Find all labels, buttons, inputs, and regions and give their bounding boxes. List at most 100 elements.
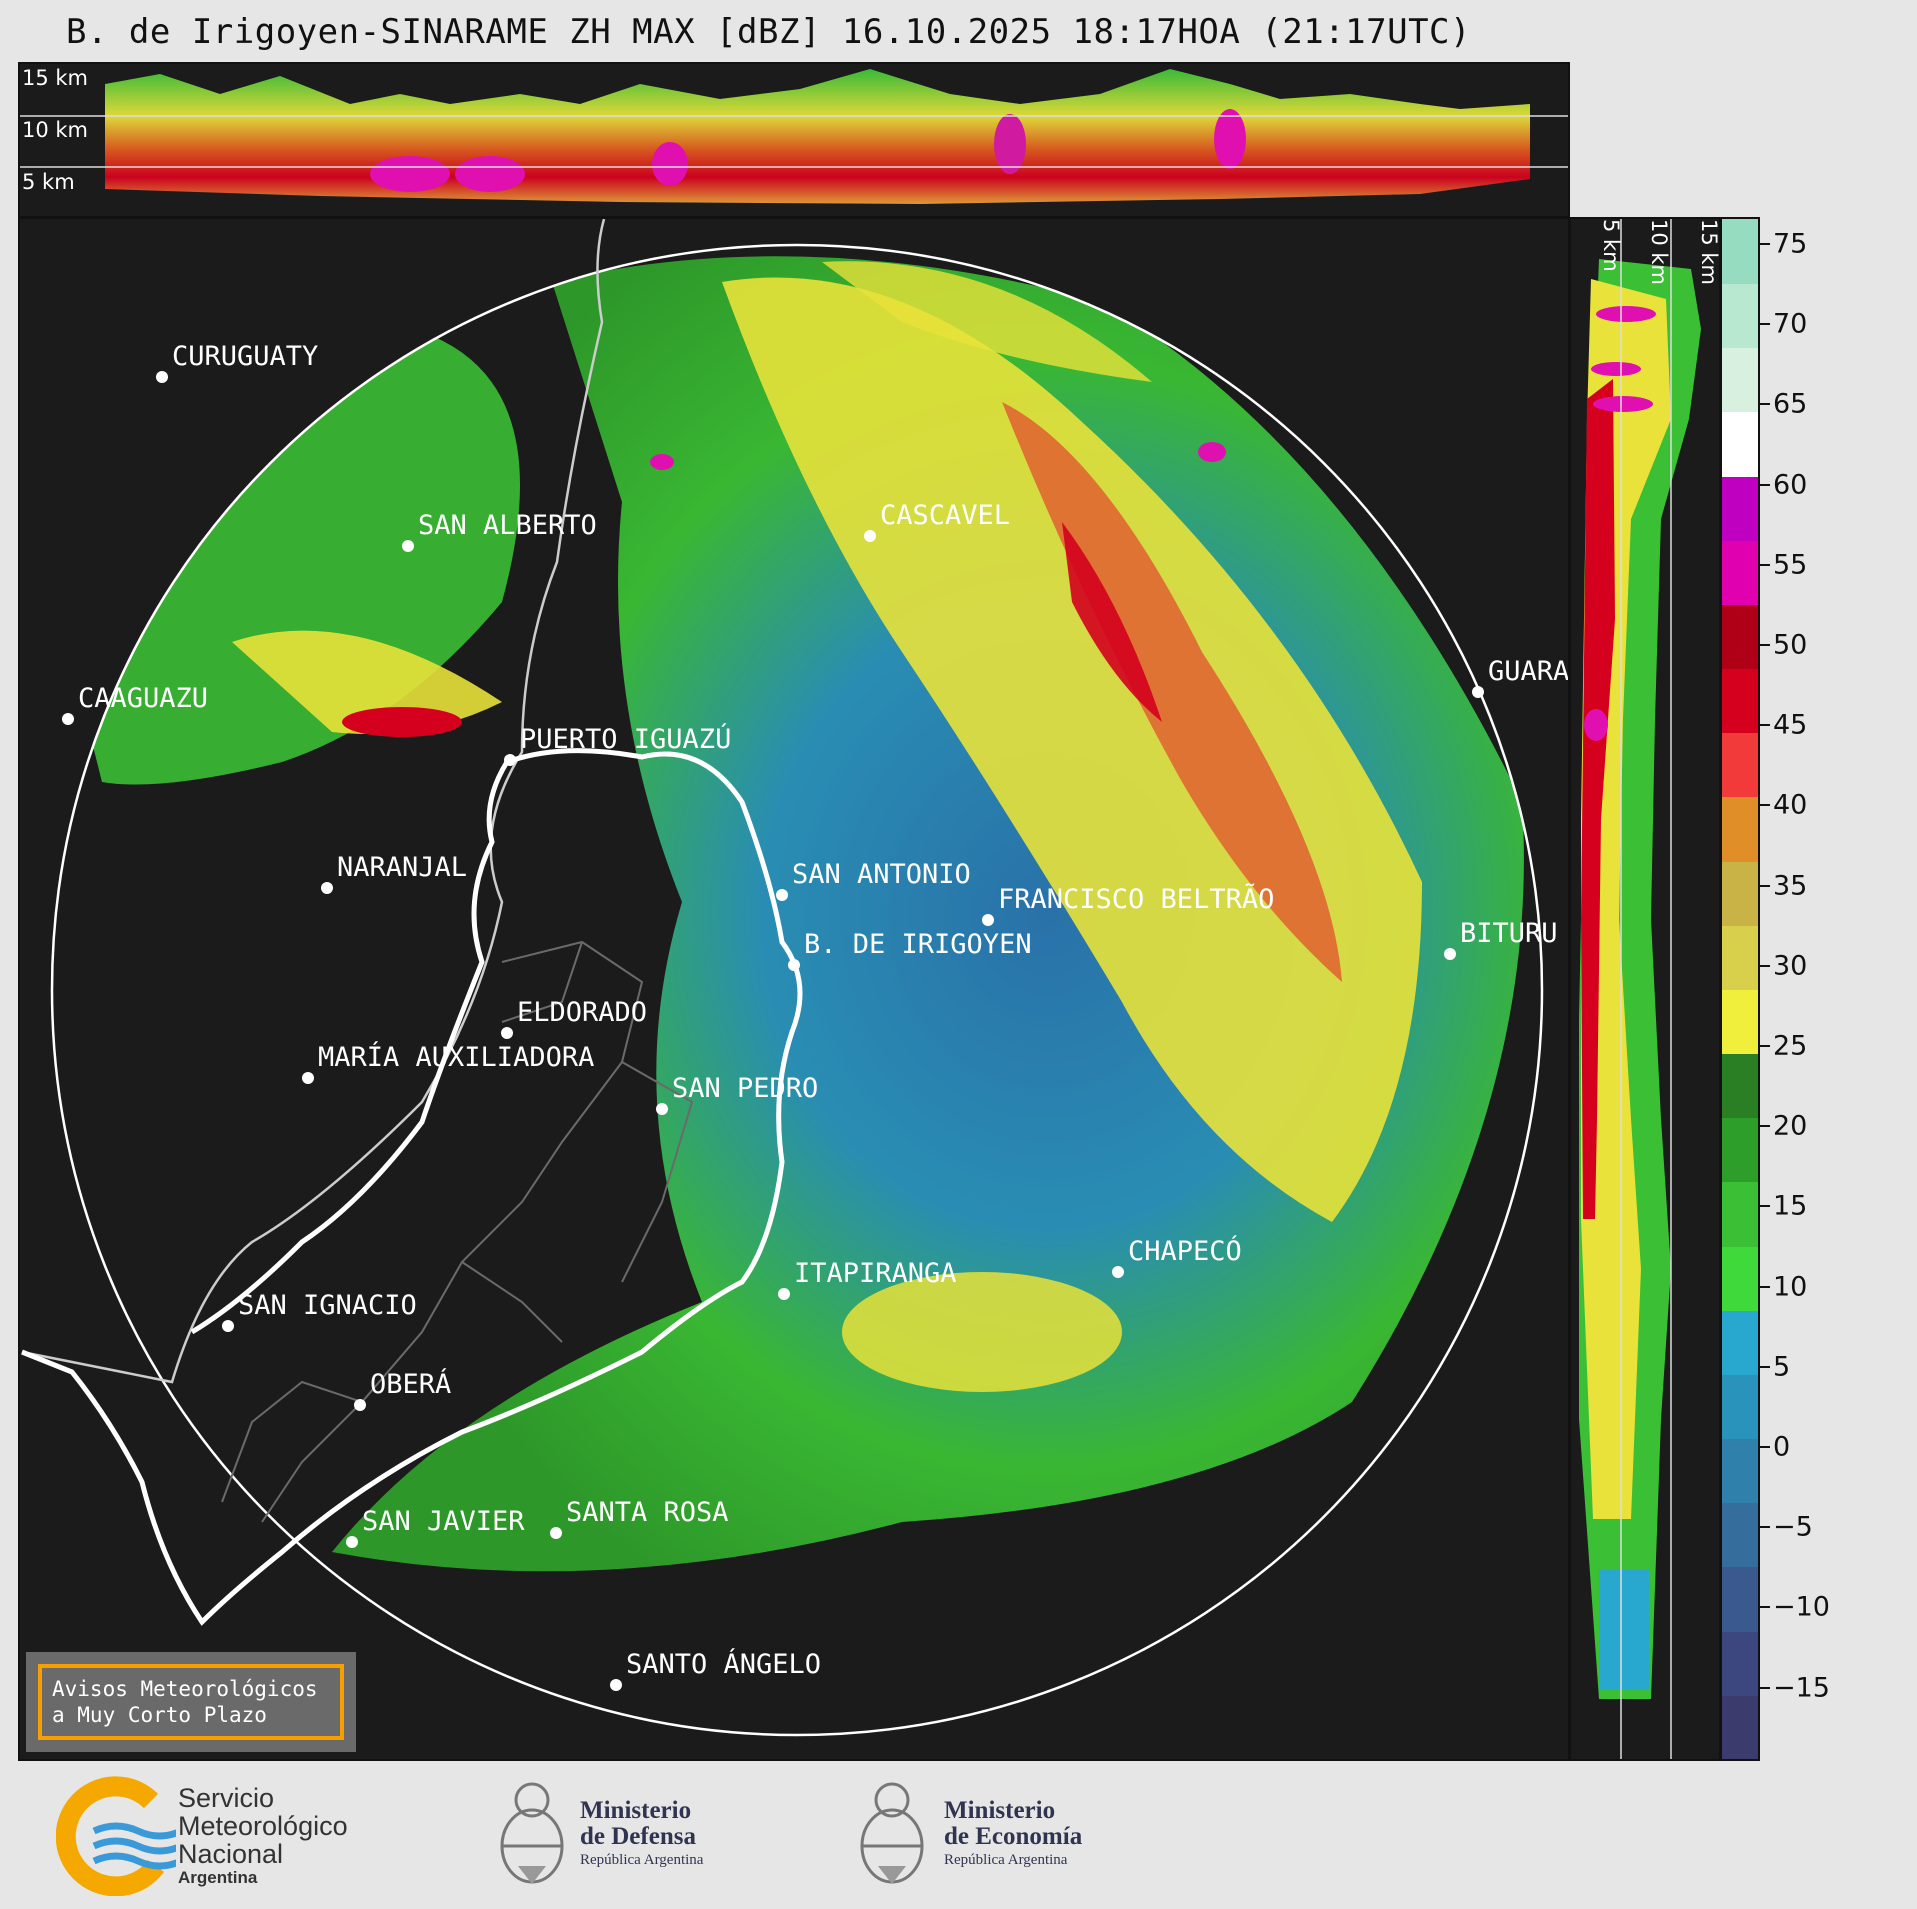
colorbar-band bbox=[1722, 283, 1758, 349]
colorbar-tick-mark bbox=[1760, 1125, 1770, 1128]
colorbar-tick-mark bbox=[1760, 323, 1770, 326]
page-title: B. de Irigoyen-SINARAME ZH MAX [dBZ] 16.… bbox=[66, 12, 1471, 52]
colorbar-band bbox=[1722, 1309, 1758, 1375]
colorbar-tick-mark bbox=[1760, 724, 1770, 727]
colorbar-band bbox=[1722, 1117, 1758, 1183]
city-label: SANTO ÁNGELO bbox=[626, 1648, 821, 1680]
smn-line-4: Argentina bbox=[178, 1868, 258, 1887]
colorbar-tick-mark bbox=[1760, 243, 1770, 245]
colorbar-tick-label: 75 bbox=[1773, 228, 1808, 260]
colorbar-tick-label: 35 bbox=[1773, 870, 1808, 902]
colorbar-tick-label: 30 bbox=[1773, 950, 1808, 982]
colorbar-tick-label: 65 bbox=[1773, 388, 1808, 420]
city-marker bbox=[222, 1320, 234, 1332]
colorbar-band bbox=[1722, 411, 1758, 477]
side-altitude-15km: 15 km bbox=[1697, 219, 1721, 286]
colorbar-tick-mark bbox=[1760, 1045, 1770, 1047]
notice-line-1: Avisos Meteorológicos bbox=[52, 1677, 318, 1701]
city-marker bbox=[62, 713, 74, 725]
colorbar-tick-label: 5 bbox=[1773, 1351, 1791, 1383]
colorbar-band bbox=[1722, 219, 1758, 285]
colorbar-tick-mark bbox=[1760, 1606, 1770, 1609]
colorbar-tick-mark bbox=[1760, 483, 1770, 486]
city-marker bbox=[1472, 686, 1484, 698]
city-marker bbox=[864, 530, 876, 542]
radar-echoes bbox=[82, 256, 1524, 1572]
colorbar-tick-label: 55 bbox=[1773, 549, 1808, 581]
colorbar-tick-label: 50 bbox=[1773, 629, 1808, 661]
colorbar-tick-mark bbox=[1760, 1365, 1770, 1368]
altitude-label-10km: 10 km bbox=[22, 118, 89, 142]
colorbar-tick-label: 60 bbox=[1773, 469, 1808, 501]
top-cross-section: 15 km 10 km 5 km bbox=[18, 62, 1570, 218]
colorbar-band bbox=[1722, 732, 1758, 798]
defensa-line-3: República Argentina bbox=[580, 1852, 704, 1868]
city-label: BITURU bbox=[1460, 918, 1558, 949]
colorbar-band bbox=[1722, 1374, 1758, 1440]
colorbar-band bbox=[1722, 347, 1758, 413]
national-shield-icon bbox=[860, 1782, 924, 1884]
city-label: CASCAVEL bbox=[880, 500, 1010, 531]
colorbar-tick-label: 70 bbox=[1773, 308, 1808, 340]
national-shield-icon bbox=[500, 1782, 564, 1884]
smn-emblem-icon bbox=[56, 1776, 176, 1896]
colorbar-tick-label: −10 bbox=[1773, 1591, 1830, 1623]
city-marker bbox=[156, 371, 168, 383]
city-marker bbox=[776, 889, 788, 901]
colorbar-tick-label: 45 bbox=[1773, 709, 1808, 741]
colorbar-band bbox=[1722, 1630, 1758, 1696]
dbz-colorbar bbox=[1720, 217, 1760, 1761]
colorbar-tick-mark bbox=[1760, 403, 1770, 406]
city-marker bbox=[982, 914, 994, 926]
colorbar-tick-mark bbox=[1760, 563, 1770, 566]
colorbar-tick-mark bbox=[1760, 1686, 1770, 1689]
city-label: PUERTO IGUAZÚ bbox=[520, 723, 731, 755]
border-line-river bbox=[21, 748, 803, 1626]
city-label: OBERÁ bbox=[370, 1368, 451, 1400]
colorbar-band bbox=[1722, 796, 1758, 862]
city-label: NARANJAL bbox=[337, 852, 467, 883]
smn-line-2: Meteorológico bbox=[178, 1811, 348, 1841]
city-label: SAN PEDRO bbox=[672, 1073, 818, 1104]
city-label: SAN IGNACIO bbox=[238, 1290, 417, 1321]
smn-line-1: Servicio bbox=[178, 1783, 275, 1813]
city-marker bbox=[402, 540, 414, 552]
defensa-line-2: de Defensa bbox=[580, 1823, 696, 1850]
colorbar-band bbox=[1722, 1694, 1758, 1759]
city-label: SAN ANTONIO bbox=[792, 859, 971, 890]
colorbar-tick-label: 10 bbox=[1773, 1271, 1808, 1303]
city-label: GUARA bbox=[1488, 656, 1569, 687]
colorbar-tick-mark bbox=[1760, 964, 1770, 967]
smn-logo: Servicio Meteorológico Nacional Argentin… bbox=[56, 1770, 396, 1896]
side-cross-section-echoes bbox=[1579, 219, 1701, 1759]
city-marker bbox=[501, 1027, 513, 1039]
colorbar-tick-mark bbox=[1760, 884, 1770, 887]
colorbar-band bbox=[1722, 924, 1758, 990]
colorbar-tick-mark bbox=[1760, 1205, 1770, 1208]
city-markers: CURUGUATY SAN ALBERTO CASCAVEL CAAGUAZU GUAR… bbox=[62, 341, 1569, 1691]
colorbar-band bbox=[1722, 1245, 1758, 1311]
radar-map: CURUGUATY SAN ALBERTO CASCAVEL CAAGUAZU GUAR… bbox=[18, 217, 1570, 1761]
colorbar-tick-label: 15 bbox=[1773, 1190, 1808, 1222]
city-label: ITAPIRANGA bbox=[794, 1258, 957, 1289]
colorbar-band bbox=[1722, 668, 1758, 734]
colorbar-band bbox=[1722, 604, 1758, 670]
side-altitude-5km: 5 km bbox=[1599, 219, 1623, 272]
city-label: CHAPECÓ bbox=[1128, 1235, 1242, 1267]
economia-line-1: Ministerio bbox=[944, 1797, 1056, 1824]
colorbar-tick-label: 40 bbox=[1773, 789, 1808, 821]
colorbar-band bbox=[1722, 539, 1758, 605]
colorbar-tick-mark bbox=[1760, 644, 1770, 646]
city-marker bbox=[778, 1288, 790, 1300]
altitude-label-15km: 15 km bbox=[22, 66, 89, 90]
colorbar-band bbox=[1722, 1181, 1758, 1247]
city-marker bbox=[321, 882, 333, 894]
city-marker bbox=[302, 1072, 314, 1084]
colorbar-tick-label: −15 bbox=[1773, 1672, 1830, 1704]
colorbar-band bbox=[1722, 989, 1758, 1055]
colorbar-tick-label: 0 bbox=[1773, 1431, 1791, 1463]
defensa-line-1: Ministerio bbox=[580, 1797, 692, 1824]
altitude-label-5km: 5 km bbox=[22, 170, 75, 194]
economia-line-3: República Argentina bbox=[944, 1852, 1068, 1868]
colorbar-band bbox=[1722, 860, 1758, 926]
